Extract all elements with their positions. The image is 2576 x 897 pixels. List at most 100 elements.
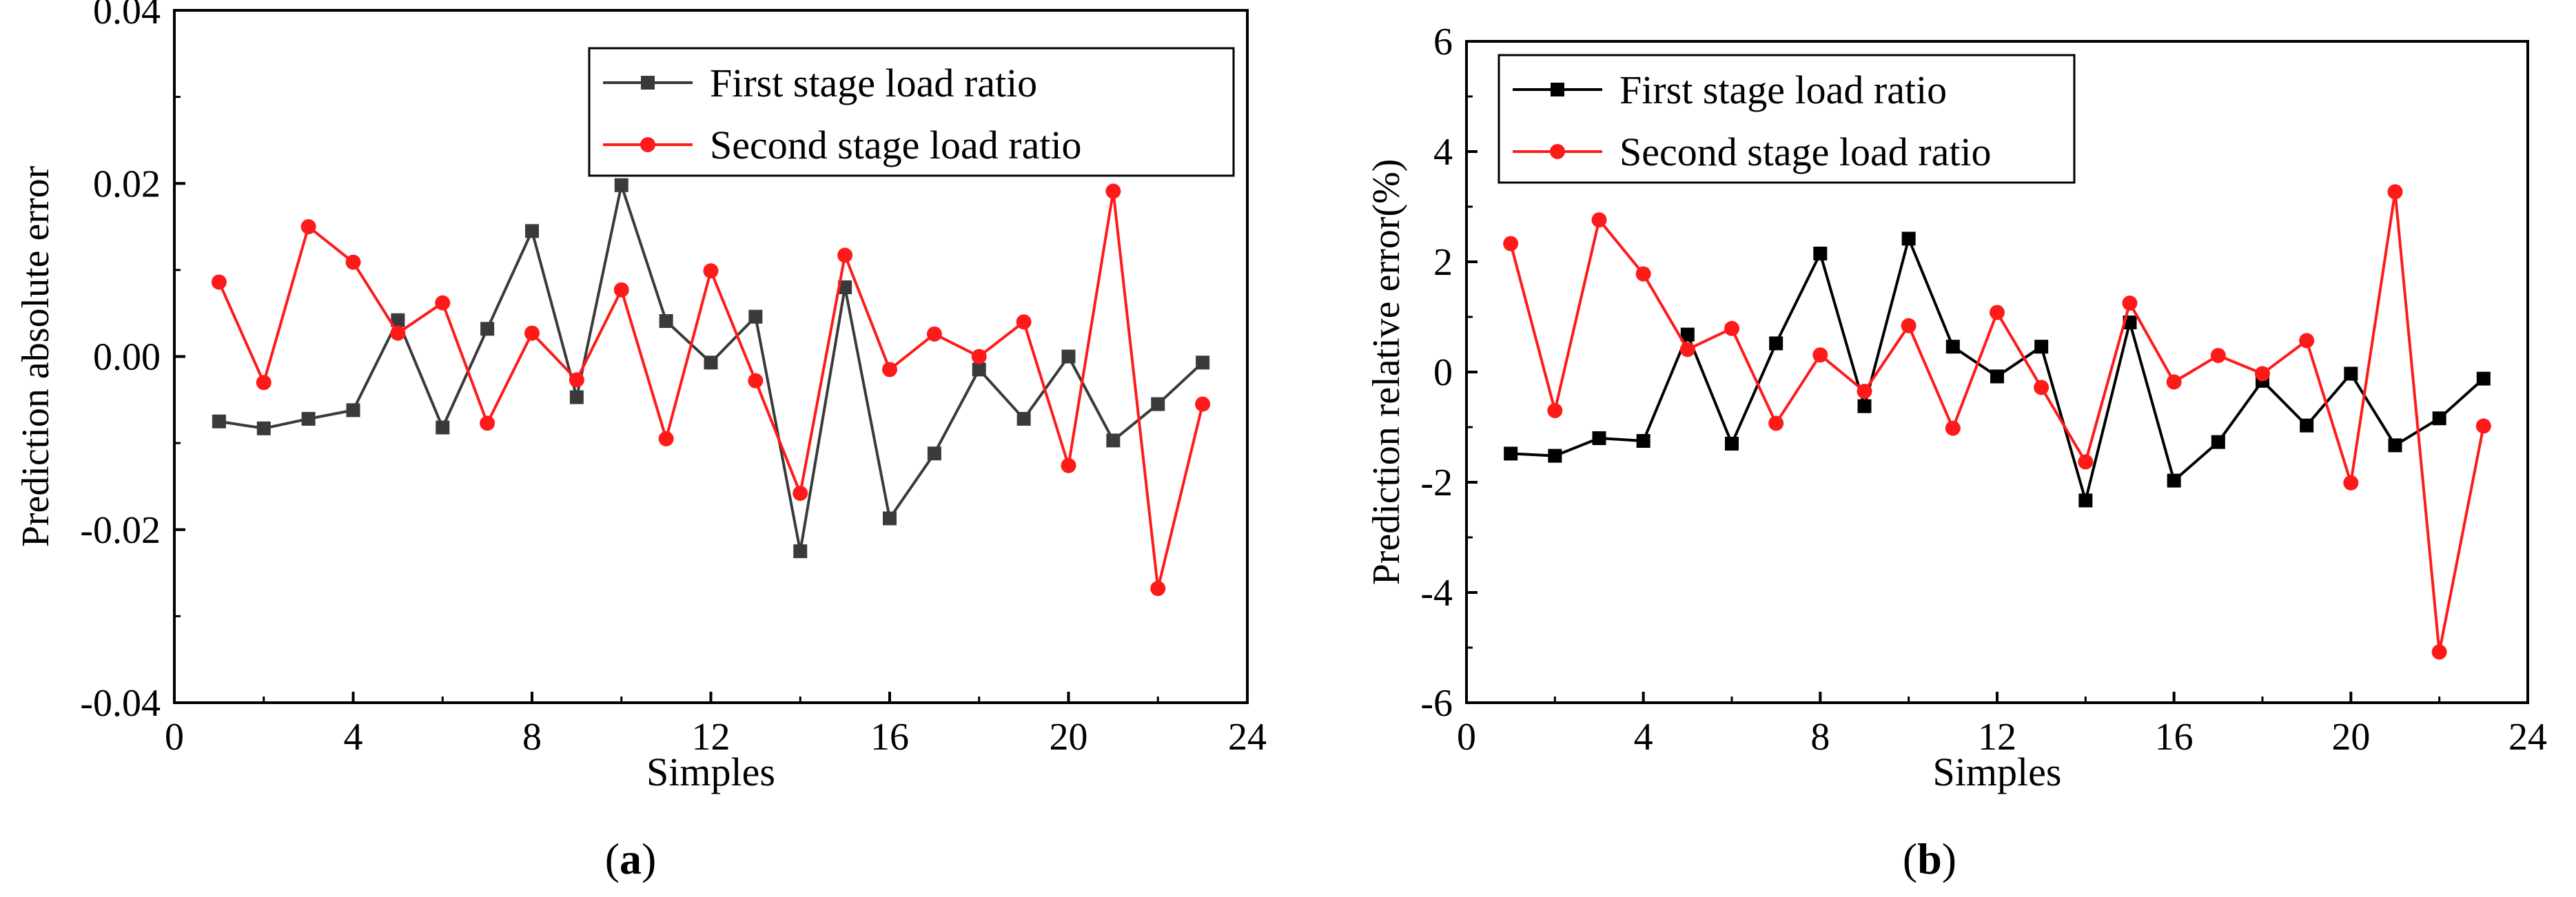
series-1-point (1990, 369, 2004, 384)
series-1-point (1857, 399, 1872, 413)
series-2-point (926, 326, 942, 342)
series-2-point (2166, 374, 2182, 390)
series-1-point (1813, 247, 1828, 260)
panel-letter: a (620, 834, 642, 883)
series-1-point (1680, 327, 1695, 342)
series-line-2 (1509, 190, 2485, 654)
series-2-point (435, 295, 451, 311)
series-2-point (837, 247, 853, 263)
x-axis-label: Simples (1933, 750, 2062, 794)
series-2-point (1857, 384, 1872, 399)
series-1-point (883, 511, 897, 526)
series-1-point (793, 544, 808, 559)
x-tick-label: 24 (1228, 716, 1267, 759)
series-2-point (2299, 333, 2315, 349)
x-tick-label: 16 (2155, 716, 2194, 759)
y-tick-label: -0.02 (80, 509, 161, 552)
series-2-point (1768, 415, 1784, 431)
series-1-point (2211, 435, 2225, 449)
series-1-point (2432, 411, 2446, 426)
x-tick-label: 24 (2508, 716, 2547, 759)
series-2-point (703, 263, 719, 279)
series-1-point (972, 362, 986, 377)
x-tick-label: 0 (1457, 716, 1476, 759)
series-2-point (524, 325, 540, 341)
y-tick-label: -2 (1420, 462, 1453, 504)
y-tick-label: -6 (1420, 682, 1453, 725)
series-1-point (2476, 371, 2491, 386)
series-1-point (391, 313, 405, 327)
series-2-point (882, 362, 897, 378)
x-tick-label: 12 (1978, 716, 2016, 759)
legend-marker-1 (641, 76, 655, 90)
x-tick-label: 16 (870, 716, 909, 759)
series-2-point (569, 372, 584, 388)
series-2-point (1990, 305, 2005, 320)
x-tick-label: 8 (522, 716, 542, 759)
series-line-2 (218, 189, 1205, 590)
series-1-point (1901, 231, 1916, 246)
series-2-point (2343, 475, 2359, 491)
series-2-point (256, 375, 272, 391)
y-tick-label: 4 (1433, 131, 1453, 174)
series-1-point (1196, 355, 1210, 370)
series-1-point (2167, 473, 2181, 488)
series-1-point (569, 390, 584, 404)
series-2-point (1591, 212, 1607, 228)
series-1-point (614, 178, 628, 192)
y-tick-label: 6 (1433, 21, 1453, 63)
series-1-point (256, 421, 271, 435)
series-2-point (748, 373, 764, 389)
series-1-point (1769, 336, 1783, 351)
series-2-point (793, 485, 808, 501)
y-axis-label: Prediction absolute error (14, 165, 57, 547)
legend-label-2: Second stage load ratio (1619, 130, 1992, 174)
series-1-point (927, 446, 941, 461)
x-axis-label: Simples (646, 750, 775, 794)
series-1-point (1725, 437, 1739, 451)
panel-letter: b (1917, 834, 1942, 883)
series-1-point (1636, 434, 1650, 448)
series-1-point (2078, 493, 2093, 508)
series-1-point (838, 280, 852, 294)
series-2-point (2431, 644, 2447, 660)
series-2-point (2255, 366, 2270, 382)
x-tick-label: 20 (2331, 716, 2370, 759)
series-1-point (1016, 411, 1031, 426)
series-1-point (2034, 340, 2049, 354)
series-2-point (1016, 314, 1032, 330)
series-1-point (748, 309, 763, 324)
series-2-point (390, 325, 406, 341)
series-1-point (1061, 349, 1076, 364)
series-2-point (2078, 454, 2094, 470)
series-1-point (436, 420, 450, 435)
x-tick-label: 4 (1634, 716, 1653, 759)
series-2-point (658, 431, 674, 446)
legend-box (588, 47, 1235, 177)
series-2-point (1195, 396, 1211, 412)
series-1-point (1504, 446, 1518, 461)
series-2-point (1724, 320, 1739, 336)
x-tick-label: 0 (165, 716, 184, 759)
series-1-point (212, 414, 226, 429)
y-tick-label: 0.00 (93, 336, 161, 379)
legend-marker-2 (640, 137, 655, 152)
series-1-point (659, 313, 673, 328)
x-tick-label: 20 (1050, 716, 1088, 759)
series-2-point (2210, 348, 2226, 363)
y-tick-label: -4 (1420, 572, 1453, 615)
series-1-point (480, 322, 495, 336)
series-2-point (2387, 184, 2403, 200)
series-2-point (1150, 581, 1166, 597)
series-2-point (1812, 347, 1828, 363)
series-2-point (1547, 403, 1563, 418)
series-2-point (1901, 318, 1916, 333)
panel-label: (b) (1903, 834, 1956, 883)
x-tick-label: 8 (1810, 716, 1830, 759)
series-1-point (1548, 448, 1562, 463)
series-2-point (1061, 457, 1076, 473)
series-2-point (345, 254, 361, 270)
series-1-point (2388, 438, 2402, 453)
series-1-point (704, 355, 718, 370)
